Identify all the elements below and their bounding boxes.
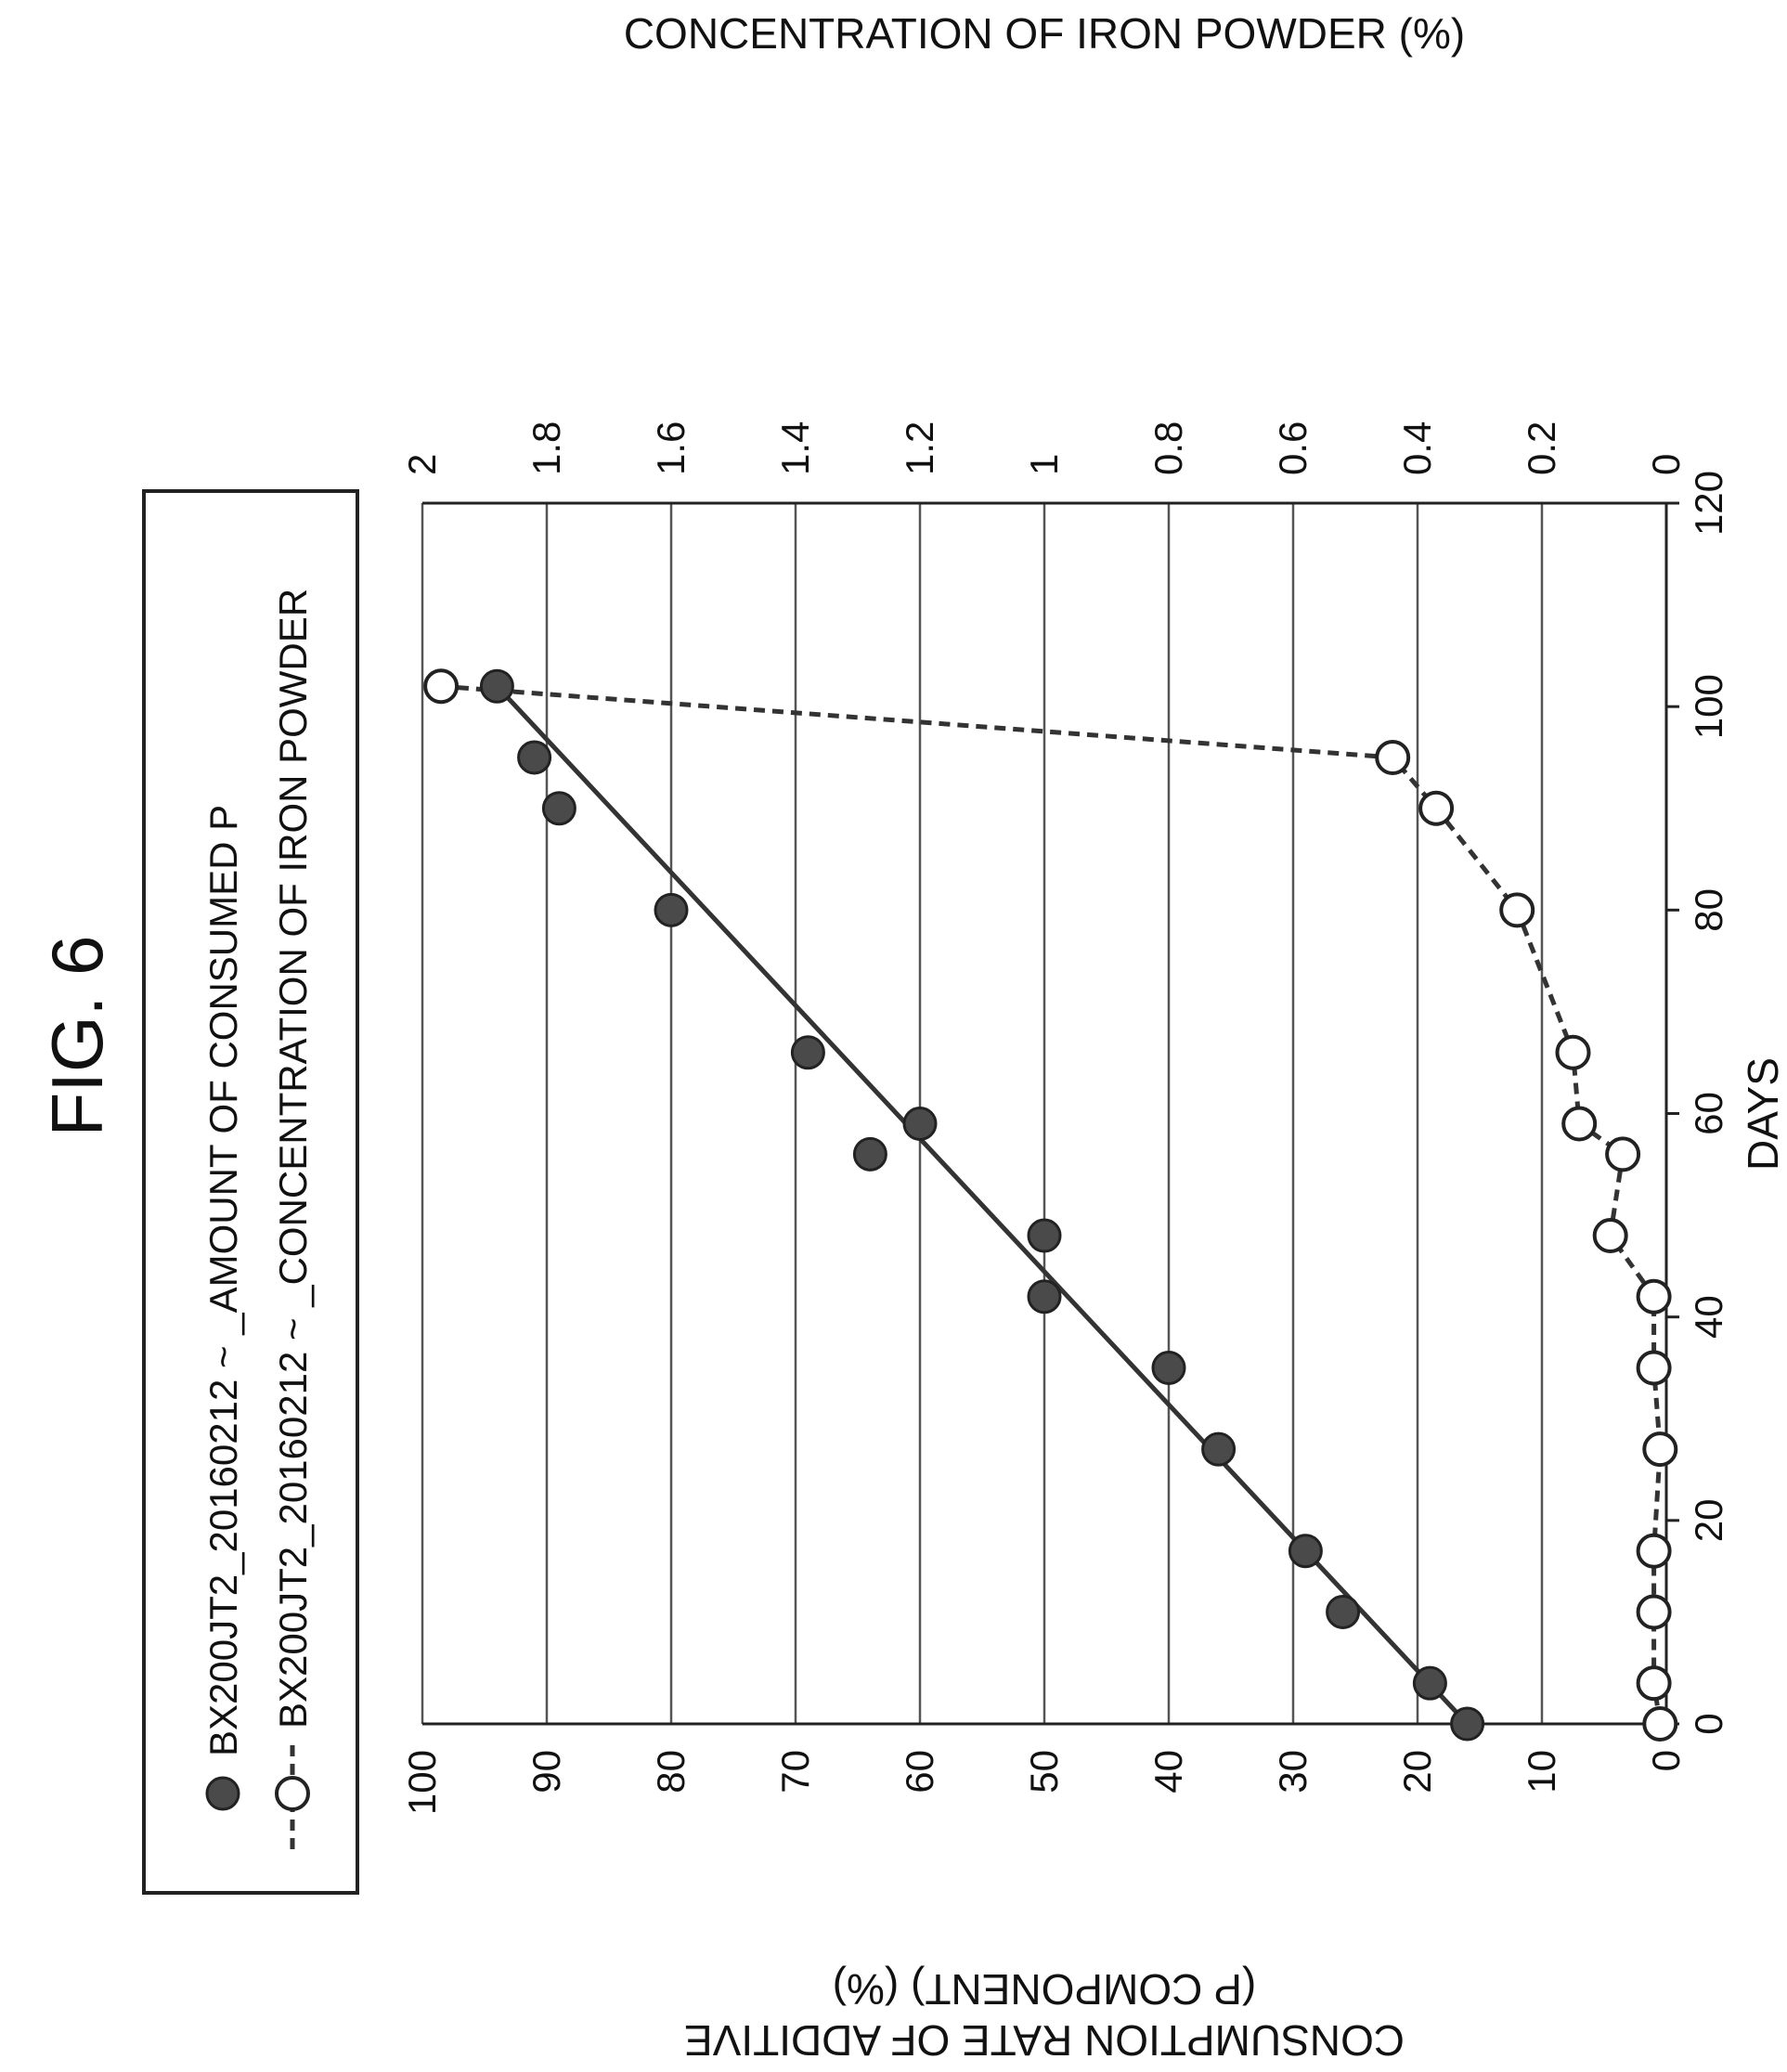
y-right-tick-label: 1.8 — [524, 421, 568, 475]
y-left-tick-label: 20 — [1395, 1750, 1439, 1794]
consumed-p-trend-line — [495, 684, 1470, 1726]
y-right-tick-label: 1.4 — [773, 421, 817, 475]
legend-open-marker-icon — [275, 1776, 310, 1811]
iron-powder-point — [1636, 1350, 1672, 1386]
y-left-tick-label: 0 — [1644, 1750, 1688, 1771]
x-tick-label: 20 — [1687, 1498, 1730, 1542]
legend-filled-marker-icon — [205, 1776, 240, 1811]
iron-powder-series-line — [440, 683, 1663, 1725]
y-right-tick-label: 1.2 — [898, 421, 941, 475]
consumed-p-point — [1201, 1431, 1237, 1467]
consumed-p-point — [1288, 1534, 1323, 1569]
x-tick-label: 40 — [1687, 1295, 1730, 1339]
consumed-p-point — [517, 740, 552, 775]
y-left-tick-label: 40 — [1146, 1750, 1190, 1794]
iron-powder-point — [1592, 1218, 1628, 1253]
x-tick-label: 80 — [1687, 888, 1730, 932]
iron-powder-point — [1636, 1278, 1672, 1314]
x-axis-label: DAYS — [1739, 1057, 1787, 1171]
y-left-tick-label: 60 — [898, 1750, 941, 1794]
iron-powder-point — [1418, 790, 1455, 826]
consumed-p-point — [541, 791, 576, 826]
legend-item-consumed-p: BX200JT2_20160212 ~ _AMOUNT OF CONSUMED … — [201, 805, 245, 1756]
y-left-tick-label: 90 — [524, 1750, 568, 1794]
legend-box — [142, 489, 359, 1895]
consumed-p-point — [852, 1136, 887, 1172]
y-left-tick-label: 10 — [1520, 1750, 1563, 1794]
iron-powder-point — [1375, 739, 1411, 775]
y-right-tick-label: 1 — [1022, 454, 1066, 475]
consumed-p-point — [1027, 1279, 1062, 1314]
iron-powder-point — [1555, 1034, 1591, 1070]
consumed-p-point — [1412, 1665, 1447, 1701]
figure-title: FIG. 6 — [36, 936, 118, 1137]
iron-powder-point — [1636, 1533, 1672, 1569]
y-left-tick-label: 80 — [649, 1750, 693, 1794]
consumed-p-point — [1027, 1218, 1062, 1253]
legend-item-iron-powder: BX200JT2_20160212 ~ _CONCENTRATION OF IR… — [271, 589, 315, 1729]
x-tick-label: 100 — [1687, 674, 1730, 739]
y-left-tick-label: 30 — [1271, 1750, 1314, 1794]
plot-area: 020406080100120010203040506070809010000.… — [400, 421, 1730, 1815]
y-left-tick-label: 70 — [773, 1750, 817, 1794]
y-right-tick-label: 2 — [400, 454, 444, 475]
iron-powder-point — [1605, 1136, 1641, 1172]
x-tick-label: 60 — [1687, 1092, 1730, 1135]
x-tick-label: 0 — [1687, 1713, 1730, 1734]
y-right-tick-label: 0.2 — [1520, 421, 1563, 475]
iron-powder-point — [1499, 892, 1535, 928]
iron-powder-point — [1642, 1706, 1678, 1742]
legend: BX200JT2_20160212 ~ _AMOUNT OF CONSUMED … — [142, 489, 359, 1895]
y-right-label: CONCENTRATION OF IRON POWDER (%) — [624, 9, 1465, 58]
consumed-p-point — [654, 892, 689, 927]
consumed-p-point — [902, 1106, 938, 1141]
consumed-p-point — [790, 1035, 825, 1070]
consumed-p-point — [479, 668, 514, 704]
y-left-label-line2: (P COMPONENT) (%) — [833, 1965, 1257, 2014]
iron-powder-point — [1636, 1594, 1672, 1630]
consumed-p-point — [1326, 1594, 1361, 1629]
rotated-figure: FIG. 6 BX200JT2_20160212 ~ _AMOUNT OF CO… — [36, 9, 1787, 2065]
y-right-tick-label: 0 — [1644, 454, 1688, 475]
y-right-tick-label: 0.8 — [1146, 421, 1190, 475]
y-right-tick-label: 0.4 — [1395, 421, 1439, 475]
y-left-tick-label: 100 — [400, 1750, 444, 1815]
iron-powder-point — [423, 668, 460, 705]
x-tick-label: 120 — [1687, 471, 1730, 536]
y-right-tick-label: 0.6 — [1271, 421, 1314, 475]
consumed-p-point — [1450, 1706, 1485, 1742]
iron-powder-point — [1561, 1106, 1598, 1142]
iron-powder-point — [1642, 1431, 1678, 1468]
y-right-tick-label: 1.6 — [649, 421, 693, 475]
iron-powder-point — [1636, 1665, 1672, 1702]
y-left-label-line1: CONSUMPTION RATE OF ADDITIVE — [684, 2016, 1405, 2065]
consumed-p-point — [1151, 1350, 1186, 1385]
y-left-tick-label: 50 — [1022, 1750, 1066, 1794]
